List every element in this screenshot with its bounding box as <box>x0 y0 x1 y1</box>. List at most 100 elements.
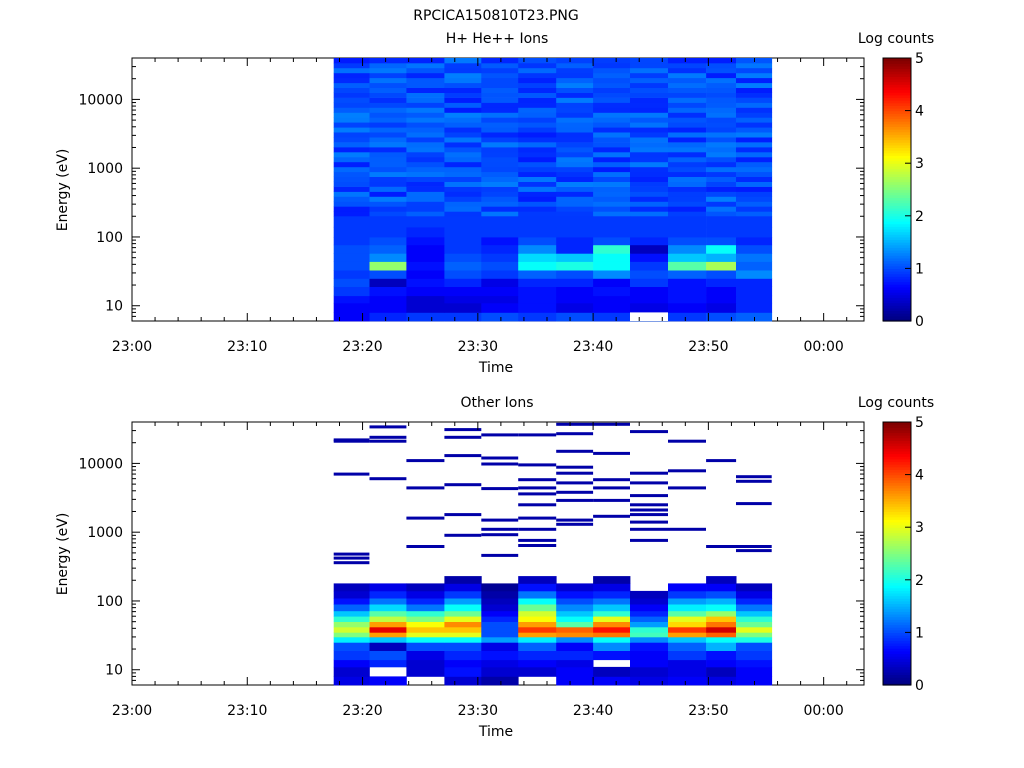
heatmap-cell <box>668 122 707 128</box>
heatmap-cell <box>444 211 482 217</box>
x-tick-label: 23:30 <box>458 703 498 719</box>
heatmap-cell <box>369 181 407 187</box>
colorbar-segment <box>883 186 911 191</box>
heatmap-cell <box>406 142 445 148</box>
colorbar-segment <box>883 139 911 143</box>
heatmap-cell <box>556 244 594 254</box>
sparse-hit <box>518 492 557 496</box>
heatmap-cell <box>333 676 370 686</box>
colorbar-segment <box>883 60 911 64</box>
heatmap-cell <box>736 604 773 612</box>
heatmap-cell <box>668 92 707 98</box>
heatmap-cell <box>593 206 631 212</box>
colorbar-segment <box>883 535 911 539</box>
heatmap-cell <box>481 636 519 643</box>
colorbar-segment <box>883 540 911 544</box>
sparse-hit <box>736 502 772 506</box>
sparse-hit <box>706 545 737 548</box>
colorbar-segment <box>883 677 911 681</box>
heatmap-cell <box>444 127 482 133</box>
colorbar-segment <box>883 289 911 293</box>
heatmap-cell <box>481 122 519 128</box>
heatmap-cell <box>406 87 445 93</box>
colorbar-segment <box>883 221 911 225</box>
heatmap-cell <box>518 302 557 313</box>
heatmap-cell <box>481 610 519 617</box>
heatmap-cell <box>630 270 669 279</box>
heatmap-cell <box>736 270 773 279</box>
heatmap-cell <box>668 676 707 686</box>
sparse-hit <box>444 483 482 487</box>
colorbar-segment <box>883 255 911 259</box>
colorbar-segment <box>883 616 911 620</box>
sparse-hit <box>481 462 519 466</box>
colorbar-segment <box>883 236 911 241</box>
heatmap-cell <box>593 278 631 287</box>
sparse-hit <box>630 508 668 512</box>
colorbar-segment <box>883 163 911 167</box>
heatmap-cell <box>668 196 707 202</box>
heatmap-cell <box>736 191 773 197</box>
colorbar-segment <box>883 595 911 599</box>
colorbar-segment <box>883 315 911 319</box>
heatmap-cell <box>593 270 631 279</box>
sparse-hit <box>593 514 630 518</box>
heatmap-cell <box>444 77 482 84</box>
colorbar-segment <box>883 168 911 172</box>
sparse-hit <box>556 432 594 436</box>
heatmap-cell <box>369 598 407 605</box>
colorbar-segment <box>883 422 911 426</box>
heatmap-cell <box>369 92 407 98</box>
colorbar-segment <box>883 640 911 644</box>
sparse-hit <box>630 513 668 517</box>
heatmap-cell <box>668 161 707 168</box>
colorbar-segment <box>883 144 911 149</box>
colorbar-segment <box>883 276 911 280</box>
heatmap-cell <box>706 590 737 599</box>
heatmap-cell <box>556 616 594 622</box>
heatmap-cell <box>593 621 631 628</box>
heatmap-cell <box>406 181 445 187</box>
heatmap-cell <box>406 156 445 163</box>
panel-title: H+ He++ Ions <box>446 31 549 47</box>
heatmap-cell <box>406 196 445 202</box>
sparse-hit <box>406 516 445 520</box>
colorbar-segment <box>883 63 911 67</box>
heatmap-cell <box>706 583 737 592</box>
sparse-hit <box>406 459 445 463</box>
heatmap-cell <box>481 142 519 148</box>
heatmap-cell <box>736 302 773 313</box>
heatmap-cells <box>333 422 773 686</box>
heatmap-cell <box>333 92 370 98</box>
heatmap-cell <box>444 610 482 617</box>
heatmap-cell <box>518 117 557 123</box>
heatmap-cell <box>668 102 707 108</box>
colorbar-segment <box>883 582 911 586</box>
colorbar-segment <box>883 587 911 591</box>
colorbar-segment <box>883 265 911 269</box>
heatmap-cell <box>406 58 445 64</box>
heatmap-cell <box>630 152 669 158</box>
colorbar-segment <box>883 173 911 177</box>
heatmap-cell <box>706 626 737 633</box>
colorbar-tick-label: 4 <box>915 104 924 120</box>
heatmap-cell <box>518 156 557 163</box>
heatmap-cell <box>736 107 773 113</box>
colorbar-segment <box>883 313 911 317</box>
heatmap-cell <box>556 666 594 677</box>
heatmap-cell <box>668 642 707 651</box>
colorbar-segment <box>883 218 911 222</box>
heatmap-cell <box>333 636 370 643</box>
sparse-hit <box>481 533 519 537</box>
heatmap-cell <box>369 132 407 138</box>
y-ticks: 10 100 1000 10000 <box>78 421 864 686</box>
heatmap-cell <box>630 621 669 628</box>
sparse-hit <box>593 422 630 426</box>
heatmap-cell <box>630 302 669 313</box>
heatmap-cell <box>736 137 773 143</box>
colorbar-segment <box>883 493 911 497</box>
heatmap-cell <box>444 166 482 173</box>
colorbar-segment <box>883 682 911 686</box>
colorbar-segment <box>883 242 911 246</box>
heatmap-cell <box>706 92 737 98</box>
